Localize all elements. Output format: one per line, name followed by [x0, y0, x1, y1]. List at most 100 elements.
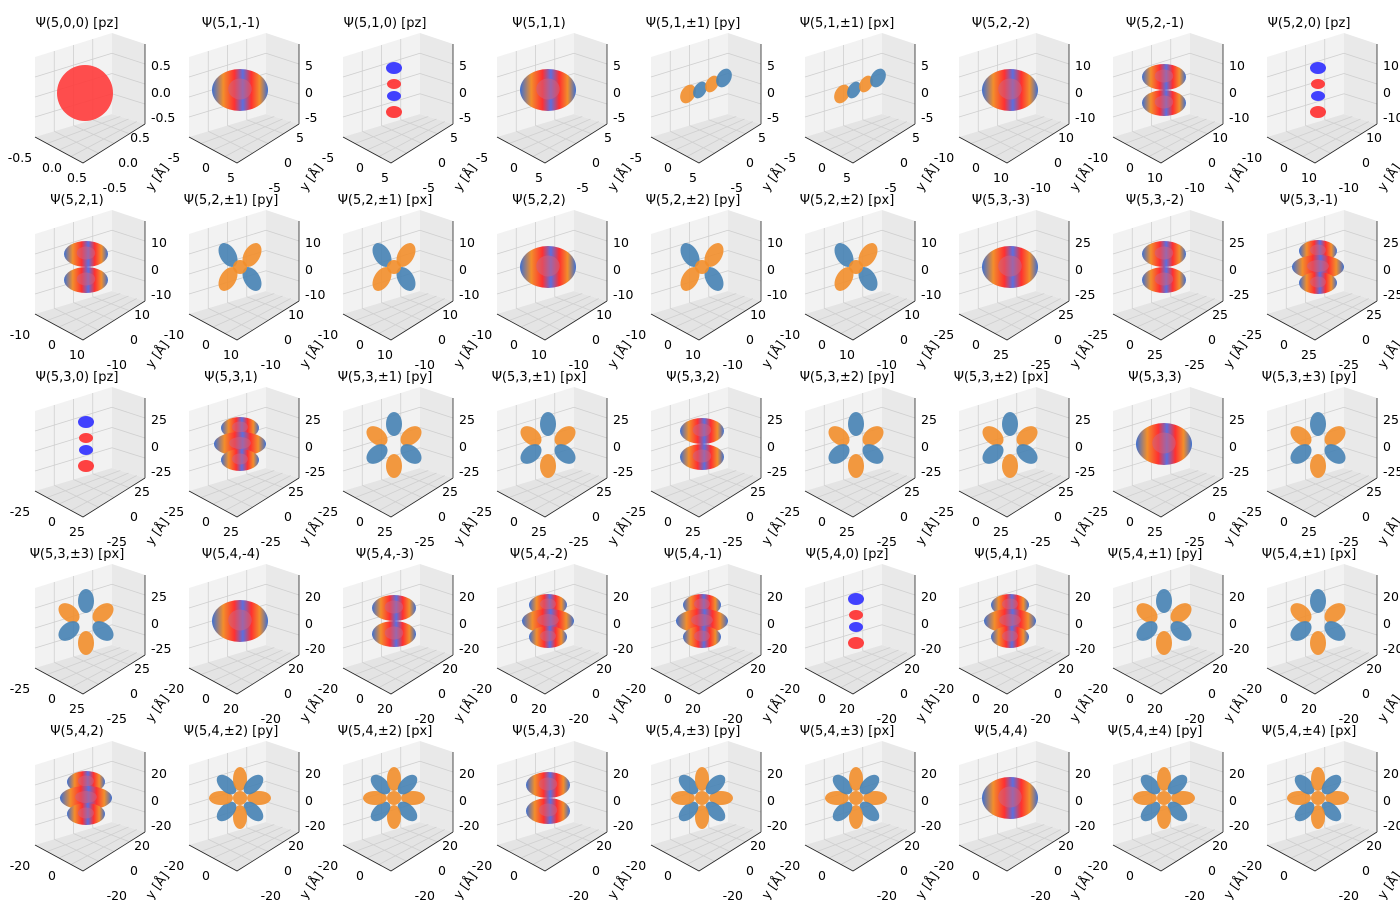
- grid-line: [1016, 473, 1054, 489]
- x-tick-label: -25: [1242, 504, 1262, 519]
- x-tick-label: -25: [164, 504, 184, 519]
- y-tick-label: 0: [592, 686, 600, 701]
- floor-pane: [497, 114, 607, 163]
- grid-line: [1035, 229, 1070, 242]
- y-tick-label: -25: [1339, 357, 1359, 372]
- x-tick-label: -20: [164, 858, 184, 873]
- grid-line: [1148, 475, 1215, 511]
- orbital-lobe: [366, 444, 388, 464]
- orbital-lobe: [233, 791, 247, 805]
- grid-line: [708, 119, 746, 135]
- pz-lobe: [386, 62, 402, 74]
- y-tick-label: 0: [1054, 509, 1062, 524]
- panel-title: Ψ(5,4,4): [974, 724, 1028, 739]
- z-tick-label: 25: [151, 589, 167, 604]
- z-tick-label: 0: [767, 85, 775, 100]
- x-tick-label: 0: [818, 868, 826, 883]
- grid-line: [881, 760, 916, 773]
- axis-edge: [958, 654, 1070, 695]
- z-tick-label: 20: [921, 589, 937, 604]
- grid-line: [419, 270, 454, 282]
- grid-line: [727, 624, 762, 636]
- grid-line: [111, 447, 146, 459]
- z-tick-label: -10: [1383, 110, 1400, 125]
- y-tick-label: -25: [1185, 357, 1205, 372]
- z-tick-label: 10: [459, 235, 475, 250]
- y-tick-label: 25: [134, 484, 150, 499]
- orbital-lobe: [849, 767, 863, 791]
- z-tick-label: 0: [1075, 793, 1083, 808]
- z-tick-label: -20: [151, 818, 171, 833]
- orbital-torus-lower-hole: [692, 449, 712, 463]
- axis-edge: [804, 300, 916, 341]
- orbital-panel: 10 0 -10 -10 0 10 -10 0 10 y [Å] Ψ(5,2,2): [462, 177, 634, 372]
- panel-title: Ψ(5,2,±1) [py]: [183, 193, 279, 208]
- orbital-lobe: [716, 68, 732, 88]
- panel-title: Ψ(5,3,0) [pz]: [35, 370, 119, 385]
- x-tick-label: 0: [510, 160, 518, 175]
- floor-pane: [35, 468, 145, 517]
- floor-pane: [189, 468, 299, 517]
- orbital-torus-upper-hole: [694, 598, 710, 610]
- panel-title: Ψ(5,4,±3) [py]: [645, 724, 741, 739]
- y-tick-label: 25: [1058, 307, 1074, 322]
- orbital-lobe: [400, 426, 422, 446]
- grid-line: [686, 829, 753, 865]
- y-tick-label: -20: [1031, 888, 1051, 900]
- axis-edge: [496, 831, 608, 872]
- x-tick-label: -20: [472, 681, 492, 696]
- axis-edge: [34, 477, 146, 518]
- x-tick-label: -25: [1088, 327, 1108, 342]
- grid-line: [111, 760, 146, 773]
- axis-edge: [496, 477, 608, 518]
- grid-line: [400, 650, 438, 666]
- pz-lobe: [1310, 62, 1326, 74]
- x-tick-label: 25: [1147, 347, 1163, 362]
- y-tick-label: -20: [723, 711, 743, 726]
- y-tick-label: -0.5: [103, 180, 127, 195]
- grid-line: [573, 427, 608, 439]
- floor-pane: [805, 468, 915, 517]
- x-tick-label: 0: [1126, 160, 1134, 175]
- grid-line: [573, 624, 608, 636]
- orbital-torus-upper-hole: [232, 421, 248, 433]
- grid-line: [1035, 760, 1070, 773]
- y-tick-label: 25: [1058, 484, 1074, 499]
- floor-pane: [497, 291, 607, 340]
- orbital-lobe: [1290, 603, 1312, 623]
- orbital-lobe: [1140, 774, 1161, 795]
- z-tick-label: 0: [1075, 262, 1083, 277]
- panel-title: Ψ(5,4,3): [512, 724, 566, 739]
- axis-edge: [650, 123, 762, 164]
- z-tick-label: -20: [1229, 818, 1249, 833]
- y-tick-label: -20: [723, 888, 743, 900]
- y-tick-label: -25: [107, 534, 127, 549]
- grid-line: [554, 827, 592, 843]
- x-tick-label: 10: [839, 347, 855, 362]
- y-tick-label: -25: [415, 534, 435, 549]
- y-tick-label: 0: [1362, 332, 1370, 347]
- orbital-lobe: [705, 75, 719, 93]
- x-tick-label: -25: [1088, 504, 1108, 519]
- y-tick-label: 0: [592, 509, 600, 524]
- grid-line: [1343, 406, 1378, 419]
- x-tick-label: -20: [472, 858, 492, 873]
- orbital-lobe: [849, 791, 863, 805]
- x-tick-label: -10: [472, 327, 492, 342]
- grid-line: [650, 93, 729, 118]
- floor-pane: [651, 114, 761, 163]
- z-tick-label: -5: [459, 110, 471, 125]
- z-tick-label: -20: [1383, 818, 1400, 833]
- axis-edge: [1112, 831, 1224, 872]
- grid-line: [1302, 298, 1369, 334]
- y-tick-label: 0: [284, 332, 292, 347]
- z-tick-label: 0: [1383, 262, 1391, 277]
- orbital-torus-lower-hole: [1310, 276, 1326, 288]
- floor-pane: [805, 645, 915, 694]
- orbital-lobe: [1324, 621, 1346, 641]
- panel-title: Ψ(5,4,±1) [px]: [1261, 547, 1357, 562]
